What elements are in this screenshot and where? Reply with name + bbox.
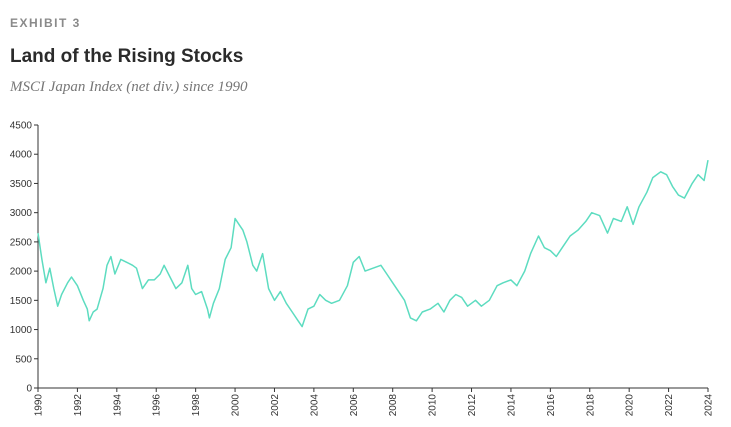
x-tick-label: 2012: [467, 394, 478, 417]
x-tick-label: 1996: [152, 394, 163, 417]
x-tick-label: 2024: [704, 394, 715, 417]
y-tick-label: 2000: [10, 267, 33, 278]
chart-subtitle: MSCI Japan Index (net div.) since 1990: [9, 79, 248, 95]
chart-title: Land of the Rising Stocks: [10, 46, 243, 67]
y-tick-label: 0: [26, 384, 32, 395]
x-tick-label: 1992: [73, 394, 84, 417]
x-tick-label: 2008: [388, 394, 399, 417]
x-tick-label: 2004: [309, 394, 320, 417]
x-tick-label: 2022: [664, 394, 675, 417]
x-tick-label: 2016: [546, 394, 557, 417]
y-tick-label: 2500: [10, 237, 33, 248]
y-tick-label: 4000: [10, 150, 33, 161]
y-tick-label: 1500: [10, 296, 33, 307]
data-line: [37, 159, 709, 328]
exhibit-label: EXHIBIT 3: [10, 16, 81, 30]
x-tick-label: 1990: [34, 394, 45, 417]
x-tick-label: 2002: [270, 394, 281, 417]
y-tick-label: 3000: [10, 208, 33, 219]
y-tick-label: 500: [15, 354, 32, 365]
y-tick-label: 1000: [10, 325, 33, 336]
x-tick-label: 2014: [506, 394, 517, 417]
x-tick-label: 2010: [428, 394, 439, 417]
y-tick-label: 3500: [10, 179, 33, 190]
x-tick-label: 2006: [349, 394, 360, 417]
x-tick-label: 2018: [585, 394, 596, 417]
x-tick-label: 2020: [625, 394, 636, 417]
x-tick-label: 2000: [231, 394, 242, 417]
y-tick-label: 4500: [10, 121, 33, 132]
x-tick-label: 1994: [112, 394, 123, 417]
x-tick-label: 1998: [191, 394, 202, 417]
